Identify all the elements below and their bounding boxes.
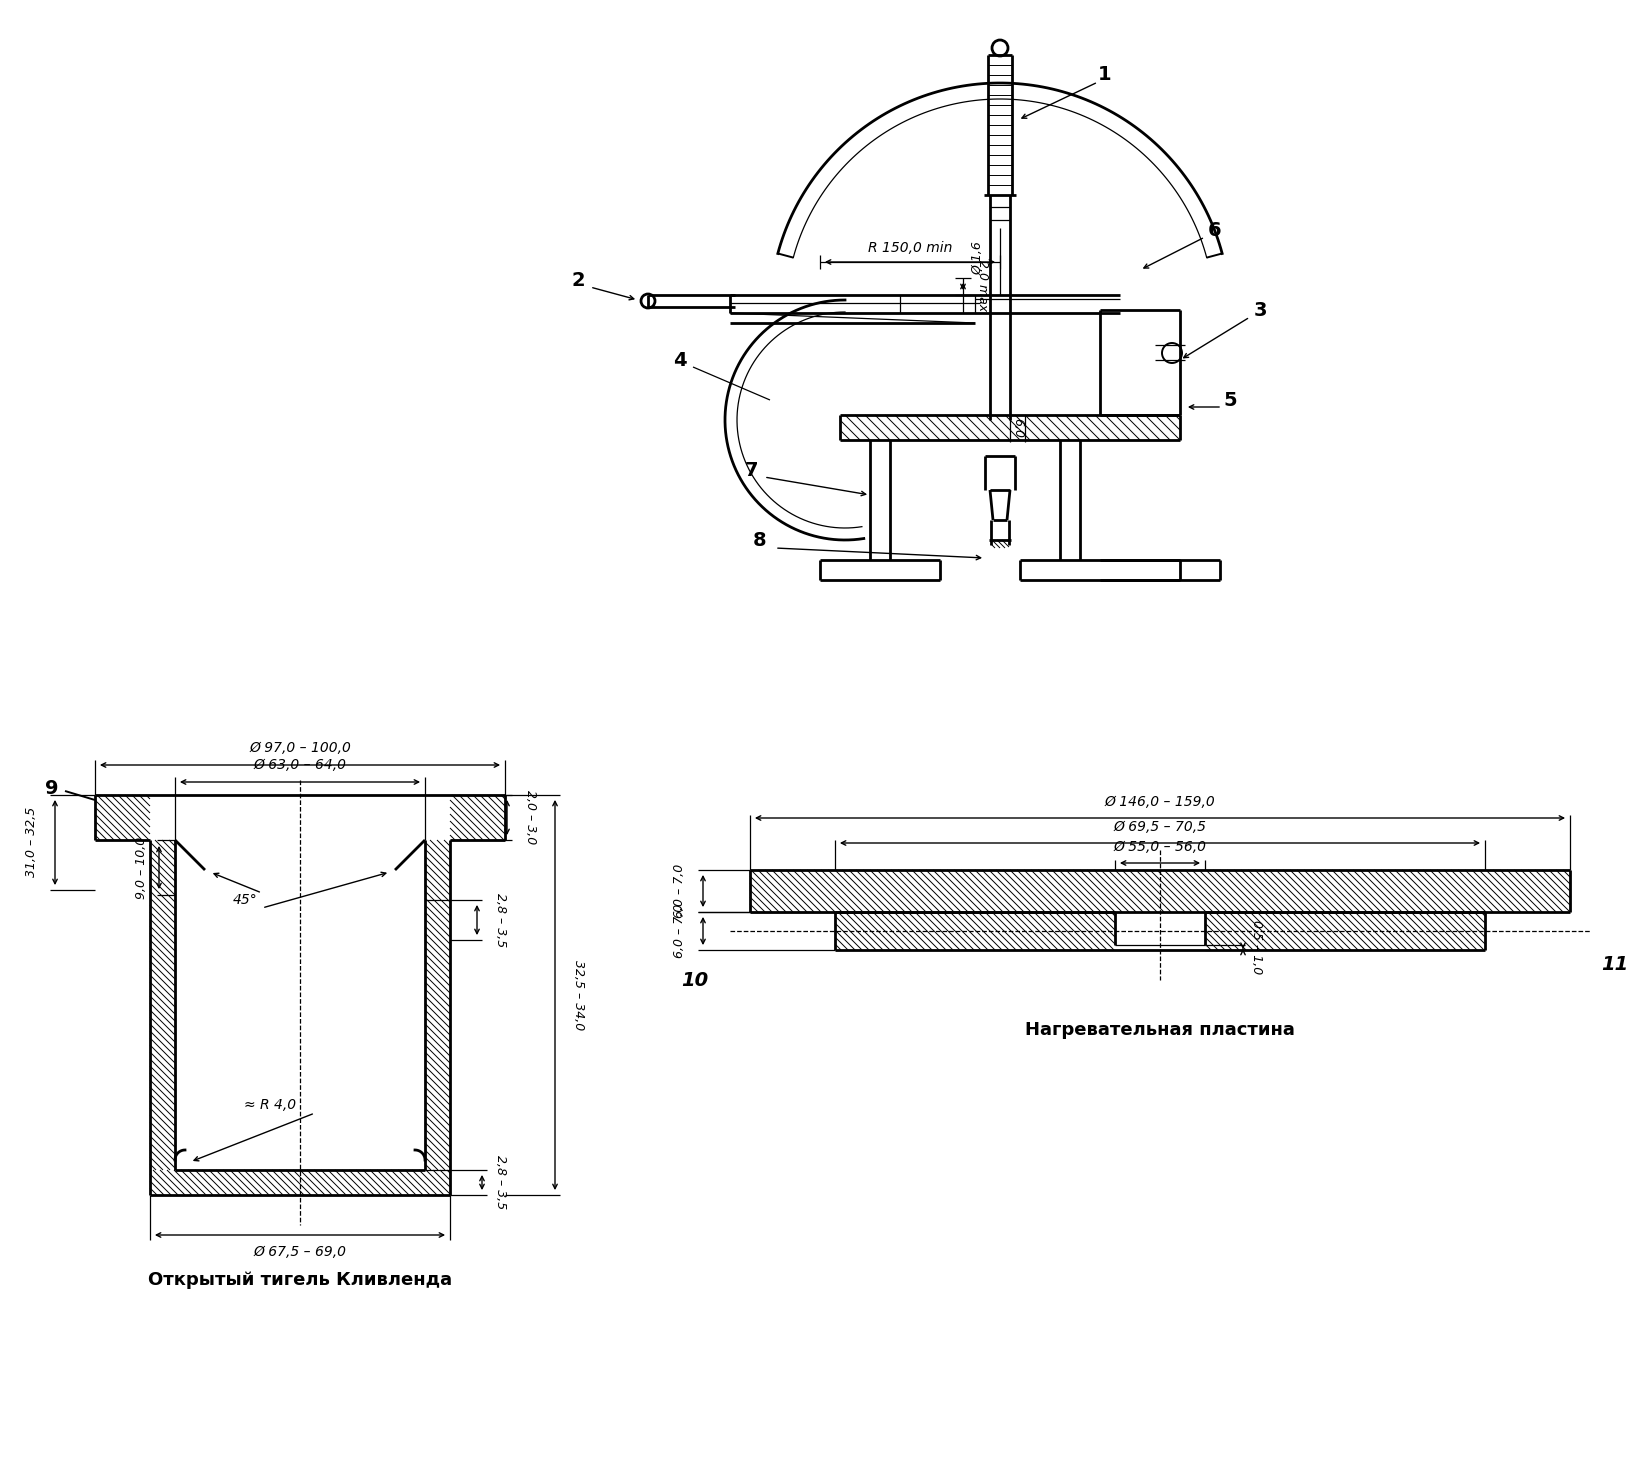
Text: 31,0 – 32,5: 31,0 – 32,5: [26, 807, 38, 877]
Text: 6,0 – 7,0: 6,0 – 7,0: [673, 904, 686, 958]
Text: 3: 3: [1254, 301, 1267, 320]
Text: Открытый тигель Кливленда: Открытый тигель Кливленда: [148, 1270, 451, 1289]
Text: 2,8 – 3,5: 2,8 – 3,5: [494, 1155, 507, 1209]
Text: 2,0 – 3,0: 2,0 – 3,0: [523, 789, 537, 844]
Text: Ø 1,6: Ø 1,6: [971, 241, 985, 274]
Text: 10: 10: [681, 971, 709, 990]
Text: 4: 4: [673, 351, 688, 370]
Text: Ø 146,0 – 159,0: Ø 146,0 – 159,0: [1104, 795, 1216, 808]
Text: 2: 2: [571, 270, 584, 289]
Text: 6: 6: [1208, 220, 1223, 239]
Text: 2,8 – 3,5: 2,8 – 3,5: [494, 893, 507, 948]
Text: R 150,0 min: R 150,0 min: [868, 241, 952, 255]
Text: 1: 1: [1098, 66, 1113, 85]
Text: 8: 8: [753, 531, 766, 550]
Text: 9: 9: [46, 779, 59, 798]
Text: ≈ R 4,0: ≈ R 4,0: [245, 1097, 295, 1112]
Text: Ø 67,5 – 69,0: Ø 67,5 – 69,0: [253, 1245, 346, 1259]
Text: Ø 69,5 – 70,5: Ø 69,5 – 70,5: [1114, 820, 1206, 835]
Text: 9,0 – 10,0: 9,0 – 10,0: [136, 836, 148, 899]
Text: Нагревательная пластина: Нагревательная пластина: [1026, 1021, 1295, 1039]
Text: 32,5 – 34,0: 32,5 – 34,0: [571, 959, 584, 1030]
Text: 2,0 max: 2,0 max: [976, 261, 990, 311]
Text: Ø 97,0 – 100,0: Ø 97,0 – 100,0: [249, 741, 351, 756]
Text: 0,5 – 1,0: 0,5 – 1,0: [1250, 920, 1264, 974]
Text: 45°: 45°: [233, 893, 258, 907]
Text: 5: 5: [1223, 390, 1237, 409]
Text: 7: 7: [745, 461, 758, 480]
Text: Ø 63,0 – 64,0: Ø 63,0 – 64,0: [253, 758, 346, 772]
Text: Ø 55,0 – 56,0: Ø 55,0 – 56,0: [1114, 841, 1206, 854]
Text: 11: 11: [1602, 955, 1628, 974]
Text: 6,0 – 7,0: 6,0 – 7,0: [673, 864, 686, 918]
Text: 6,0: 6,0: [1011, 418, 1024, 439]
